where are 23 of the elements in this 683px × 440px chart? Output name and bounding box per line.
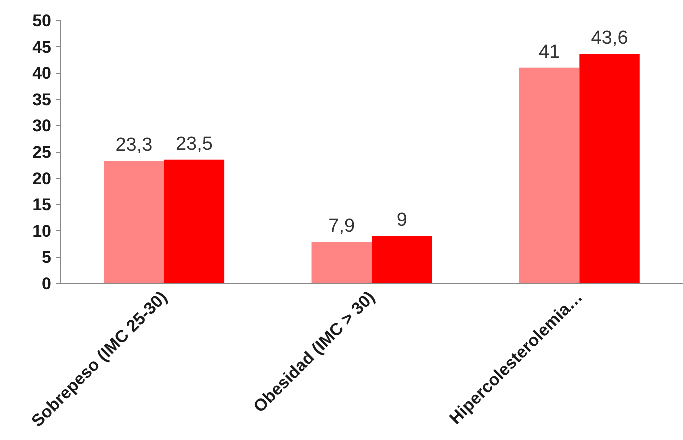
bar [519,68,580,284]
data-label: 43,6 [591,28,628,50]
bar [580,54,640,284]
y-tick-label: 45 [32,38,52,57]
y-tick-label: 10 [32,222,52,241]
bar [164,160,225,284]
data-label: 7,9 [328,216,356,237]
y-tick-label: 0 [42,274,52,294]
y-tick-label: 20 [32,169,52,188]
y-tick-label: 15 [32,196,52,215]
data-label: 9 [396,210,408,232]
y-tick-label: 30 [32,116,52,136]
y-tick-label: 35 [32,90,52,110]
bar [372,236,432,284]
data-label: 23,5 [176,134,213,155]
bar [104,160,164,284]
y-tick-label: 50 [32,12,52,30]
y-tick-label: 40 [32,64,52,84]
y-tick-label: 5 [42,248,52,268]
bar [312,242,372,284]
data-label: 41 [538,42,560,63]
y-tick-label: 25 [32,143,52,162]
data-label: 23,3 [116,134,153,156]
